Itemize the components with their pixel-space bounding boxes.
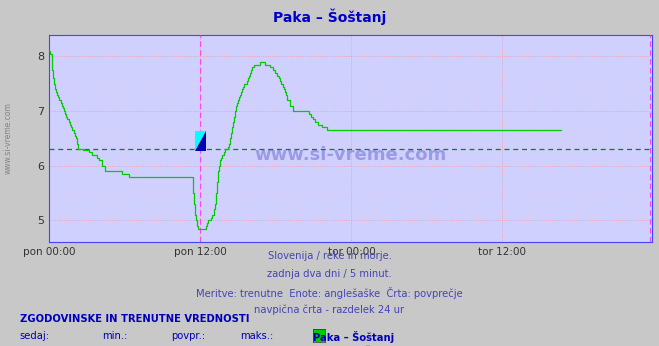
Text: www.si-vreme.com: www.si-vreme.com <box>255 146 447 164</box>
Text: navpična črta - razdelek 24 ur: navpična črta - razdelek 24 ur <box>254 305 405 315</box>
Polygon shape <box>195 131 206 152</box>
Polygon shape <box>195 131 206 152</box>
Text: povpr.:: povpr.: <box>171 331 206 341</box>
Text: Slovenija / reke in morje.: Slovenija / reke in morje. <box>268 251 391 261</box>
Text: maks.:: maks.: <box>241 331 273 341</box>
Bar <box>195 131 206 152</box>
Text: Paka – Šoštanj: Paka – Šoštanj <box>273 9 386 25</box>
Text: ZGODOVINSKE IN TRENUTNE VREDNOSTI: ZGODOVINSKE IN TRENUTNE VREDNOSTI <box>20 314 249 324</box>
Text: zadnja dva dni / 5 minut.: zadnja dva dni / 5 minut. <box>267 269 392 279</box>
Text: sedaj:: sedaj: <box>20 331 50 341</box>
Text: www.si-vreme.com: www.si-vreme.com <box>3 102 13 174</box>
Text: Meritve: trenutne  Enote: anglešaške  Črta: povprečje: Meritve: trenutne Enote: anglešaške Črta… <box>196 287 463 299</box>
Text: min.:: min.: <box>102 331 128 341</box>
Text: Paka – Šoštanj: Paka – Šoštanj <box>313 331 394 343</box>
